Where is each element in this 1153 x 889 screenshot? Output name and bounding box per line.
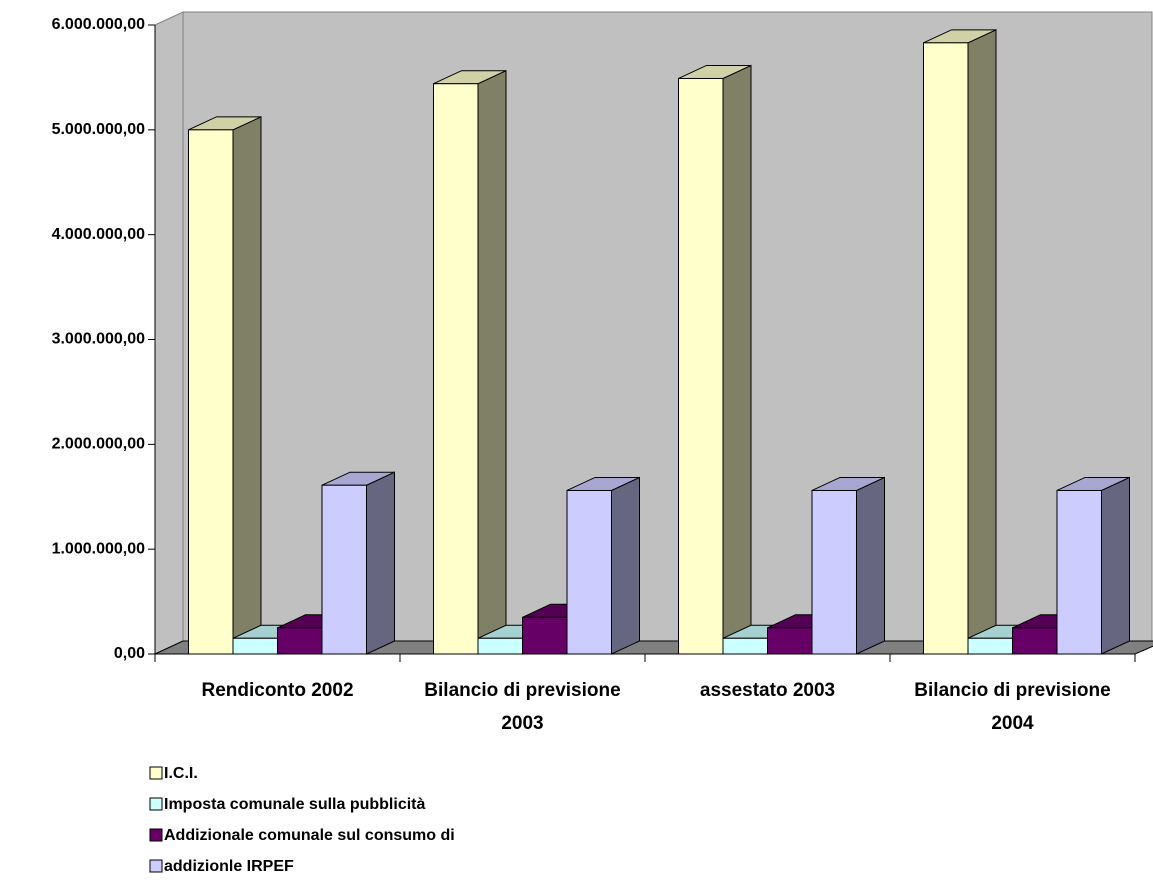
bar-front: [967, 637, 1013, 655]
bar-front: [321, 484, 367, 655]
y-tick-label: 0,00: [114, 645, 145, 662]
x-tick-label: Rendiconto 2002: [201, 680, 354, 701]
side-wall: [154, 11, 184, 655]
legend-label: I.C.I.: [164, 765, 198, 782]
bar: [923, 29, 997, 655]
bar-side: [967, 29, 997, 655]
bar-front: [566, 489, 612, 655]
bar-side: [232, 116, 262, 655]
legend-swatch: [149, 766, 163, 780]
legend-label: Imposta comunale sulla pubblicità: [164, 796, 425, 813]
legend-label: Addizionale comunale sul consumo di: [164, 827, 455, 844]
bar: [321, 471, 395, 655]
bar-front: [477, 637, 523, 655]
bar: [566, 476, 640, 655]
bar-side: [611, 476, 640, 655]
bar-side: [856, 476, 885, 655]
bar: [433, 69, 507, 655]
y-tick-label: 1.000.000,00: [52, 540, 146, 557]
y-tick-label: 6.000.000,00: [52, 16, 146, 33]
bar-front: [522, 616, 568, 655]
bar-front: [1012, 627, 1058, 655]
bar: [1056, 476, 1130, 655]
bar-front: [1056, 489, 1102, 655]
bar-side: [366, 471, 395, 655]
bar-front: [277, 627, 323, 655]
y-tick-label: 3.000.000,00: [52, 331, 146, 348]
bar-front: [767, 627, 813, 655]
legend-swatch: [149, 859, 163, 873]
y-tick-label: 5.000.000,00: [52, 121, 146, 138]
legend-swatch: [149, 797, 163, 811]
bar-front: [722, 637, 768, 655]
bar-side: [1101, 476, 1130, 655]
bar: [188, 116, 262, 655]
bar-front: [811, 489, 857, 655]
bar-front: [678, 77, 724, 655]
y-tick-label: 2.000.000,00: [52, 436, 146, 453]
bar: [811, 476, 885, 655]
legend-label: addizionle IRPEF: [164, 858, 294, 875]
legend-swatch: [149, 828, 163, 842]
bar-front: [923, 42, 969, 655]
bar-side: [722, 64, 752, 655]
x-tick-label: Bilancio di previsione 2004: [914, 680, 1111, 734]
bar-side: [477, 69, 507, 655]
bar-front: [188, 129, 234, 655]
y-tick-label: 4.000.000,00: [52, 226, 146, 243]
bar-front: [433, 83, 479, 655]
bar: [678, 64, 752, 655]
x-tick-label: assestato 2003: [699, 680, 836, 701]
bar-front: [232, 637, 278, 655]
x-tick-label: Bilancio di previsione 2003: [424, 680, 621, 734]
